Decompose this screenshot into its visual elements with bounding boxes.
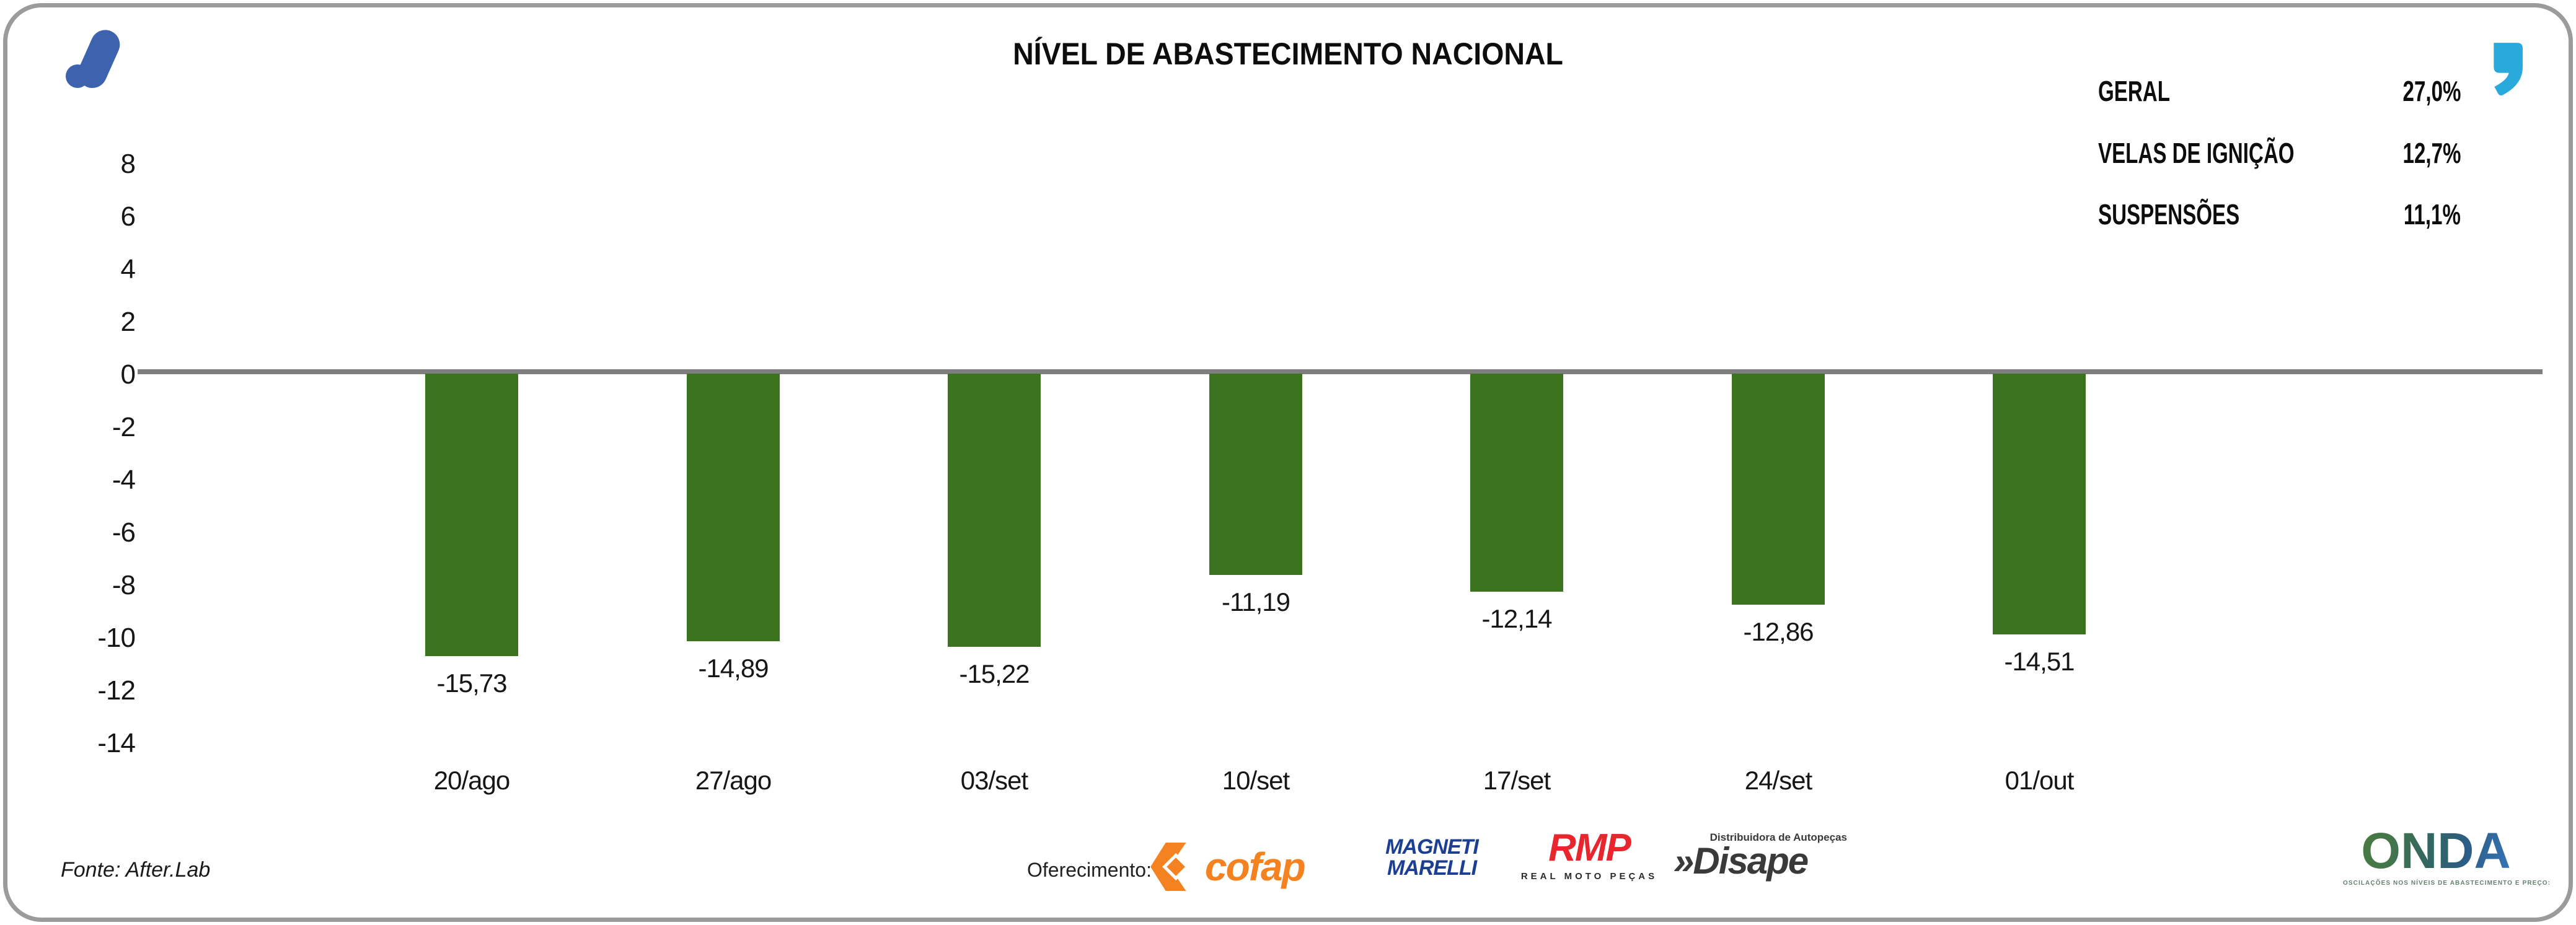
rmp-logo: RMP REAL MOTO PEÇAS [1517,829,1661,882]
bar-value-label: -14,89 [698,654,769,683]
y-tick-label: 2 [120,307,136,337]
bar-value-label: -15,73 [436,669,507,698]
onda-tagline: OSCILAÇÕES NOS NÍVEIS DE ABASTECIMENTO E… [2343,880,2551,887]
magneti-line1: MAGNETI [1385,835,1479,859]
bar [1470,374,1563,592]
legend-value: 27,0% [2402,75,2461,107]
legend-label: VELAS DE IGNIÇÃO [2098,137,2295,169]
bar [687,374,780,641]
bar-value-label: -12,86 [1743,617,1814,646]
source-note: Fonte: After.Lab [61,858,211,882]
x-tick-label: 20/ago [433,766,510,795]
disape-subtitle: Distribuidora de Autopeças [1709,831,1847,843]
bar-value-label: -15,22 [959,659,1030,688]
page-title: NÍVEL DE ABASTECIMENTO NACIONAL [1013,37,1563,71]
bar-value-label: -12,14 [1481,604,1552,633]
x-tick-label: 10/set [1222,766,1290,795]
quote-icon [2494,43,2523,95]
onda-logo: ONDA OSCILAÇÕES NOS NÍVEIS DE ABASTECIME… [2343,825,2551,887]
bar [1732,374,1825,605]
legend-row: SUSPENSÕES 11,1% [2098,197,2461,232]
legend-value: 12,7% [2402,137,2461,169]
y-tick-label: -14 [97,728,136,758]
disape-wordmark: »Disape [1674,840,1809,882]
y-tick-label: 8 [120,149,136,179]
y-tick-label: -4 [112,465,136,495]
legend-value: 11,1% [2403,198,2461,230]
legend-row: VELAS DE IGNIÇÃO 12,7% [2098,136,2461,170]
x-tick-label: 17/set [1483,766,1551,795]
y-tick-label: -8 [112,570,136,600]
y-tick-label: -6 [112,517,136,548]
bar [1993,374,2086,634]
x-tick-label: 27/ago [695,766,772,795]
rmp-wordmark: RMP [1548,826,1631,869]
y-tick-label: -12 [97,675,136,706]
disape-chevrons-icon: » [1674,840,1694,882]
bar [948,374,1041,647]
x-tick-label: 01/out [2005,766,2075,795]
disape-logo: Distribuidora de Autopeças »Disape [1674,831,1847,881]
afterlab-logo-icon [66,30,120,88]
sponsor-label: Oferecimento: [1027,859,1152,881]
y-tick-label: -10 [97,623,136,653]
magneti-line2: MARELLI [1387,856,1477,880]
cofap-logo: cofap [1147,841,1306,892]
legend-label: SUSPENSÕES [2098,198,2240,230]
bar [425,374,518,656]
x-tick-label: 03/set [960,766,1028,795]
cofap-emblem-icon [1150,843,1190,891]
bar-value-label: -11,19 [1222,587,1290,616]
rmp-subtitle: REAL MOTO PEÇAS [1520,871,1658,882]
bar-value-label: -14,51 [2004,647,2075,676]
zero-axis-line [138,369,2543,374]
legend-label: GERAL [2098,75,2170,107]
summary-legend: GERAL 27,0% VELAS DE IGNIÇÃO 12,7% SUSPENSÕE… [2098,0,2461,260]
cofap-wordmark: cofap [1205,844,1306,889]
x-tick-label: 24/set [1744,766,1812,795]
y-tick-label: 4 [120,254,136,284]
y-tick-label: 0 [120,359,136,390]
y-tick-label: -2 [112,412,136,442]
y-tick-label: 6 [120,201,136,232]
bar [1209,374,1302,575]
legend-row: GERAL 27,0% [2098,74,2461,108]
magneti-marelli-logo: MAGNETI MARELLI [1371,836,1493,879]
onda-wordmark: ONDA [2343,825,2529,877]
